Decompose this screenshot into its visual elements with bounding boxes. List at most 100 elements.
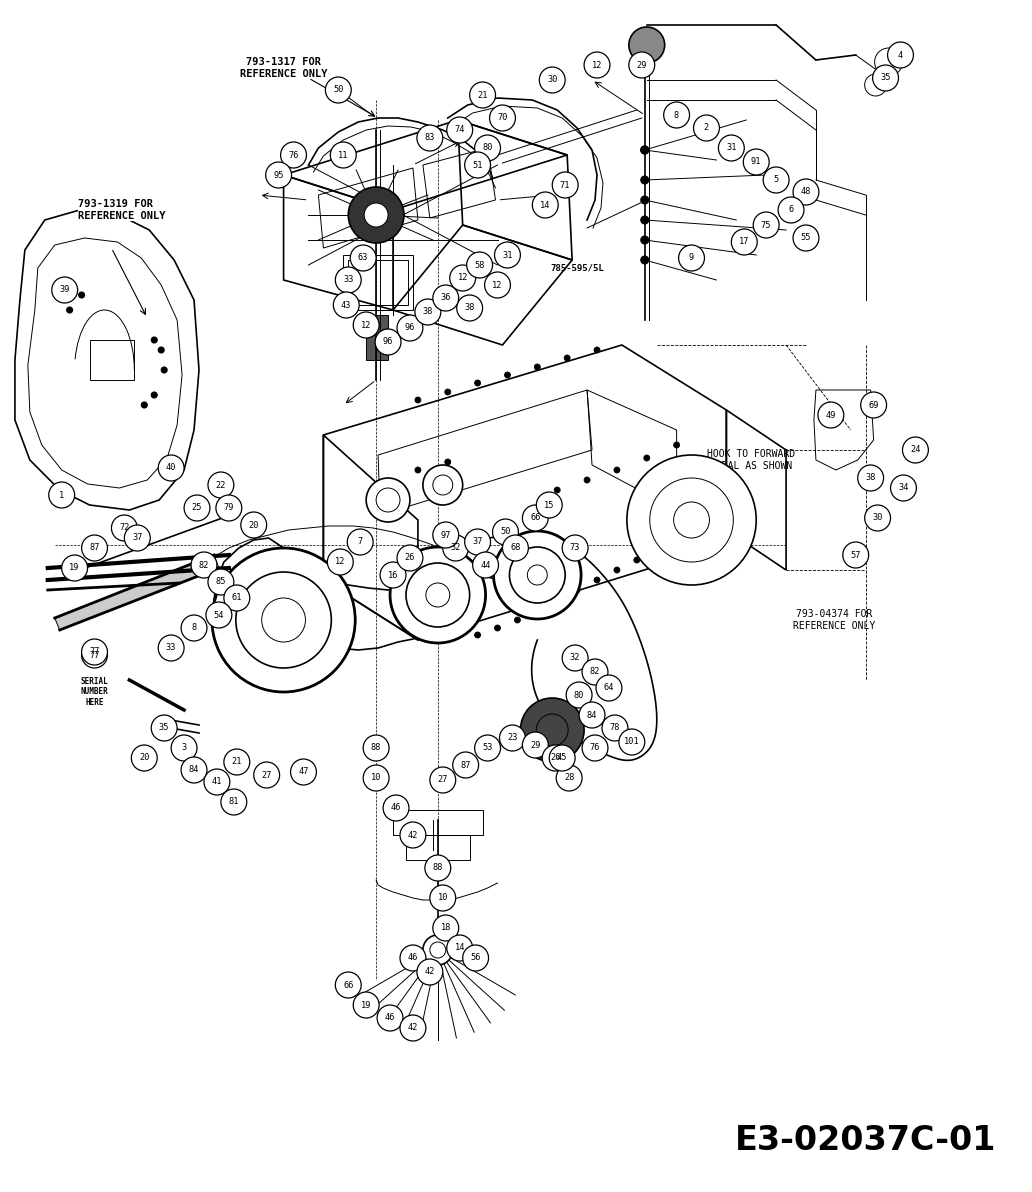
Text: 82: 82 (199, 560, 209, 570)
Circle shape (653, 538, 659, 544)
Text: 39: 39 (60, 286, 70, 294)
Text: 101: 101 (624, 738, 640, 746)
Circle shape (432, 915, 458, 940)
Text: 793-04374 FOR
REFERENCE ONLY: 793-04374 FOR REFERENCE ONLY (793, 609, 875, 631)
Text: 30: 30 (872, 514, 882, 522)
Circle shape (335, 267, 361, 293)
Circle shape (364, 203, 388, 226)
Circle shape (415, 467, 421, 473)
Text: 18: 18 (441, 924, 451, 932)
Circle shape (520, 699, 584, 762)
Text: 30: 30 (547, 75, 557, 85)
Circle shape (475, 632, 481, 638)
Text: 25: 25 (192, 503, 202, 513)
Text: 38: 38 (464, 304, 475, 312)
Circle shape (875, 48, 903, 76)
Circle shape (674, 502, 709, 538)
Text: 80: 80 (574, 690, 584, 700)
Text: 66: 66 (343, 981, 354, 989)
Circle shape (527, 565, 547, 585)
Circle shape (383, 795, 409, 821)
Text: 793-1317 FOR
REFERENCE ONLY: 793-1317 FOR REFERENCE ONLY (239, 57, 327, 79)
Text: 73: 73 (570, 544, 580, 553)
Circle shape (62, 555, 88, 581)
Circle shape (464, 153, 490, 178)
Circle shape (327, 550, 353, 575)
Circle shape (430, 884, 456, 911)
Circle shape (522, 505, 548, 530)
Circle shape (406, 563, 470, 627)
Circle shape (903, 437, 929, 462)
Text: 19: 19 (69, 564, 79, 572)
Text: 33: 33 (166, 644, 176, 652)
Text: 31: 31 (727, 143, 737, 153)
Circle shape (505, 372, 511, 378)
Circle shape (641, 145, 649, 154)
Circle shape (224, 585, 250, 611)
Text: 43: 43 (341, 300, 352, 310)
Circle shape (397, 545, 423, 571)
Circle shape (473, 552, 498, 578)
Circle shape (579, 702, 605, 728)
Text: 91: 91 (751, 157, 762, 167)
Circle shape (375, 329, 401, 355)
Circle shape (778, 197, 804, 223)
Circle shape (582, 659, 608, 685)
Circle shape (582, 735, 608, 760)
Text: 76: 76 (288, 150, 299, 160)
Text: 85: 85 (216, 577, 226, 586)
Circle shape (417, 125, 443, 151)
Circle shape (492, 519, 518, 545)
Circle shape (82, 535, 107, 561)
Circle shape (204, 769, 230, 795)
Text: 34: 34 (898, 484, 909, 492)
Circle shape (489, 105, 515, 131)
Circle shape (78, 292, 85, 298)
Circle shape (181, 615, 207, 641)
Circle shape (594, 347, 600, 353)
Circle shape (353, 312, 379, 339)
Text: 10: 10 (438, 894, 448, 902)
Circle shape (644, 455, 650, 461)
Text: 793-1319 FOR
REFERENCE ONLY: 793-1319 FOR REFERENCE ONLY (77, 199, 165, 221)
Text: 35: 35 (880, 74, 891, 82)
Circle shape (634, 557, 640, 563)
Text: 45: 45 (557, 753, 568, 763)
Circle shape (52, 277, 77, 303)
Circle shape (549, 745, 575, 771)
Circle shape (466, 252, 492, 278)
Circle shape (628, 27, 665, 63)
Circle shape (447, 935, 473, 961)
Circle shape (594, 577, 600, 583)
Circle shape (330, 142, 356, 168)
Circle shape (641, 195, 649, 204)
Circle shape (377, 1005, 402, 1031)
Text: 12: 12 (492, 280, 503, 290)
Circle shape (131, 745, 157, 771)
Circle shape (641, 176, 649, 184)
Text: 33: 33 (343, 275, 354, 285)
Circle shape (281, 142, 307, 168)
Circle shape (464, 529, 490, 555)
Text: 14: 14 (454, 944, 465, 952)
Text: 28: 28 (563, 774, 575, 782)
Text: 71: 71 (560, 180, 571, 190)
Text: 11: 11 (338, 150, 349, 160)
Circle shape (216, 495, 241, 521)
Circle shape (614, 567, 620, 573)
Circle shape (485, 272, 511, 298)
Circle shape (462, 945, 488, 971)
Circle shape (614, 467, 620, 473)
Text: 46: 46 (385, 1013, 395, 1023)
Circle shape (221, 789, 247, 815)
Circle shape (49, 482, 74, 508)
Text: 37: 37 (132, 534, 142, 542)
Text: 24: 24 (910, 446, 921, 454)
Text: 96: 96 (405, 323, 415, 333)
Text: 88: 88 (432, 863, 443, 873)
Text: 36: 36 (441, 293, 451, 303)
Text: 82: 82 (589, 668, 601, 677)
Text: 26: 26 (550, 753, 560, 763)
Text: 81: 81 (228, 797, 239, 807)
Text: 16: 16 (388, 571, 398, 579)
